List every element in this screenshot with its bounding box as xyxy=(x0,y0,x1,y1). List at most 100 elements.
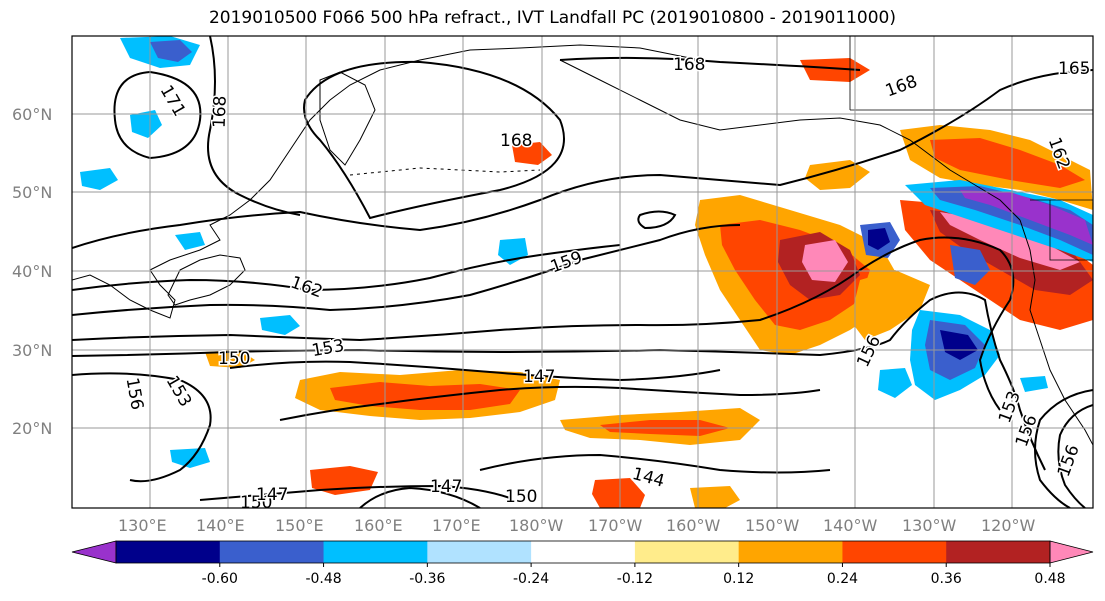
fill-patch xyxy=(940,212,1080,270)
colorbar-segment xyxy=(842,541,947,563)
lon-label: 150°E xyxy=(275,516,324,535)
lon-label: 150°W xyxy=(745,516,800,535)
fill-patch xyxy=(592,478,645,508)
colorbar-tick-label: -0.24 xyxy=(513,571,549,587)
fill-patch xyxy=(150,40,192,62)
contour-label: 168 xyxy=(210,95,231,128)
lat-label: 50°N xyxy=(12,183,52,202)
colorbar-segment xyxy=(738,541,843,563)
lat-label: 30°N xyxy=(12,341,52,360)
contour-156-se xyxy=(1034,389,1093,508)
fill-patch xyxy=(940,330,978,360)
contour-label: 147 xyxy=(430,477,462,497)
contour-168-west xyxy=(207,36,301,216)
colorbar-segment xyxy=(323,541,428,563)
colorbar-segment xyxy=(946,541,1051,563)
lon-label: 130°W xyxy=(902,516,957,535)
contour-low-island xyxy=(637,210,677,230)
lon-label: 130°E xyxy=(118,516,167,535)
lon-label: 140°E xyxy=(196,516,245,535)
fill-patch xyxy=(878,368,912,398)
japan-coast xyxy=(167,254,246,306)
contour-label: 147 xyxy=(256,485,288,505)
contour-171 xyxy=(113,70,202,160)
contour-label: 168 xyxy=(500,131,532,151)
contour-168-closed xyxy=(303,60,565,220)
contour-147-south xyxy=(199,484,511,501)
colorbar-segment xyxy=(427,541,532,563)
fill-patch xyxy=(800,58,870,82)
fill-patch xyxy=(175,232,205,250)
colorbar-tick-label: -0.36 xyxy=(409,571,445,587)
colorbar-tick-label: 0.24 xyxy=(827,571,858,587)
asia-coast xyxy=(72,44,701,319)
fill-patch xyxy=(930,138,1085,188)
contour-label: 165 xyxy=(1058,59,1090,79)
contour-label: 150 xyxy=(505,487,537,507)
lat-label: 60°N xyxy=(12,105,52,124)
colorbar-extend-max xyxy=(1049,540,1094,564)
colorbar-segments xyxy=(71,540,1094,564)
lon-label: 170°W xyxy=(588,516,643,535)
fill-patch xyxy=(690,486,740,508)
colorbar-segment xyxy=(634,541,740,563)
fill-patch xyxy=(130,110,162,138)
lat-label: 40°N xyxy=(12,262,52,281)
contour-label: 168 xyxy=(673,55,705,75)
fill-patch xyxy=(205,350,255,368)
colorbar-segment xyxy=(116,541,221,563)
fill-patch xyxy=(950,245,990,285)
colorbar-tick-label: 0.48 xyxy=(1034,571,1065,587)
fill-patch xyxy=(805,160,870,190)
lon-label: 160°E xyxy=(354,516,403,535)
contour-144 xyxy=(479,453,831,474)
alaska-coast xyxy=(559,59,1021,221)
contour-168-north xyxy=(559,56,861,71)
contour-label: 147 xyxy=(523,367,555,387)
colorbar-tick-label: -0.48 xyxy=(305,571,341,587)
colorbar-segment xyxy=(219,541,325,563)
lon-label: 180°W xyxy=(509,516,564,535)
fill-patch xyxy=(1020,376,1048,392)
contour-159 xyxy=(72,224,741,316)
fill-patch xyxy=(868,228,890,250)
colorbar-extend-min xyxy=(71,540,117,564)
na-west-coast xyxy=(1019,219,1093,446)
graticule xyxy=(72,36,1093,508)
colorbar-tick-label: 0.36 xyxy=(931,571,962,587)
us-border xyxy=(1030,199,1093,261)
colorbar-tick-label: 0.12 xyxy=(723,571,754,587)
contour-147 xyxy=(279,385,821,421)
colorbar-tick-label: -0.12 xyxy=(617,571,653,587)
lon-label: 160°W xyxy=(666,516,721,535)
contour-150 xyxy=(72,372,212,483)
fill-patch xyxy=(260,315,300,335)
contour-label: 150 xyxy=(240,493,272,513)
contour-150-mid xyxy=(229,360,721,382)
lon-label: 120°W xyxy=(981,516,1036,535)
colorbar-segment xyxy=(531,541,636,563)
map-title: 2019010500 F066 500 hPa refract., IVT La… xyxy=(208,8,896,28)
fill-patch xyxy=(330,382,520,410)
fill-patch xyxy=(80,168,118,190)
lat-label: 20°N xyxy=(12,419,52,438)
fill-patch xyxy=(850,270,930,340)
lon-label: 140°W xyxy=(823,516,878,535)
map-frame xyxy=(71,35,1094,509)
colorbar-tick-label: -0.60 xyxy=(202,571,238,587)
colorbar-ticks: -0.60 -0.48 -0.36 -0.24 -0.12 0.12 0.24 0.36 0.4… xyxy=(202,563,1066,587)
kamchatka-coast xyxy=(319,71,376,166)
contour-153-se xyxy=(1057,404,1093,508)
fill-patch xyxy=(960,190,1093,245)
colorbar: -0.60 -0.48 -0.36 -0.24 -0.12 0.12 0.24 0.36 0.4… xyxy=(71,540,1094,587)
contour-label: 150 xyxy=(218,349,250,369)
contour-165 xyxy=(72,69,1093,249)
latitude-labels: 60°N 50°N 40°N 30°N 20°N xyxy=(12,105,52,438)
fill-patch xyxy=(170,448,210,468)
lon-label: 170°E xyxy=(432,516,481,535)
coastlines xyxy=(72,36,1093,446)
refractivity-contours xyxy=(72,36,1093,508)
contour-162 xyxy=(72,244,621,292)
colorbar-border xyxy=(115,540,1051,564)
